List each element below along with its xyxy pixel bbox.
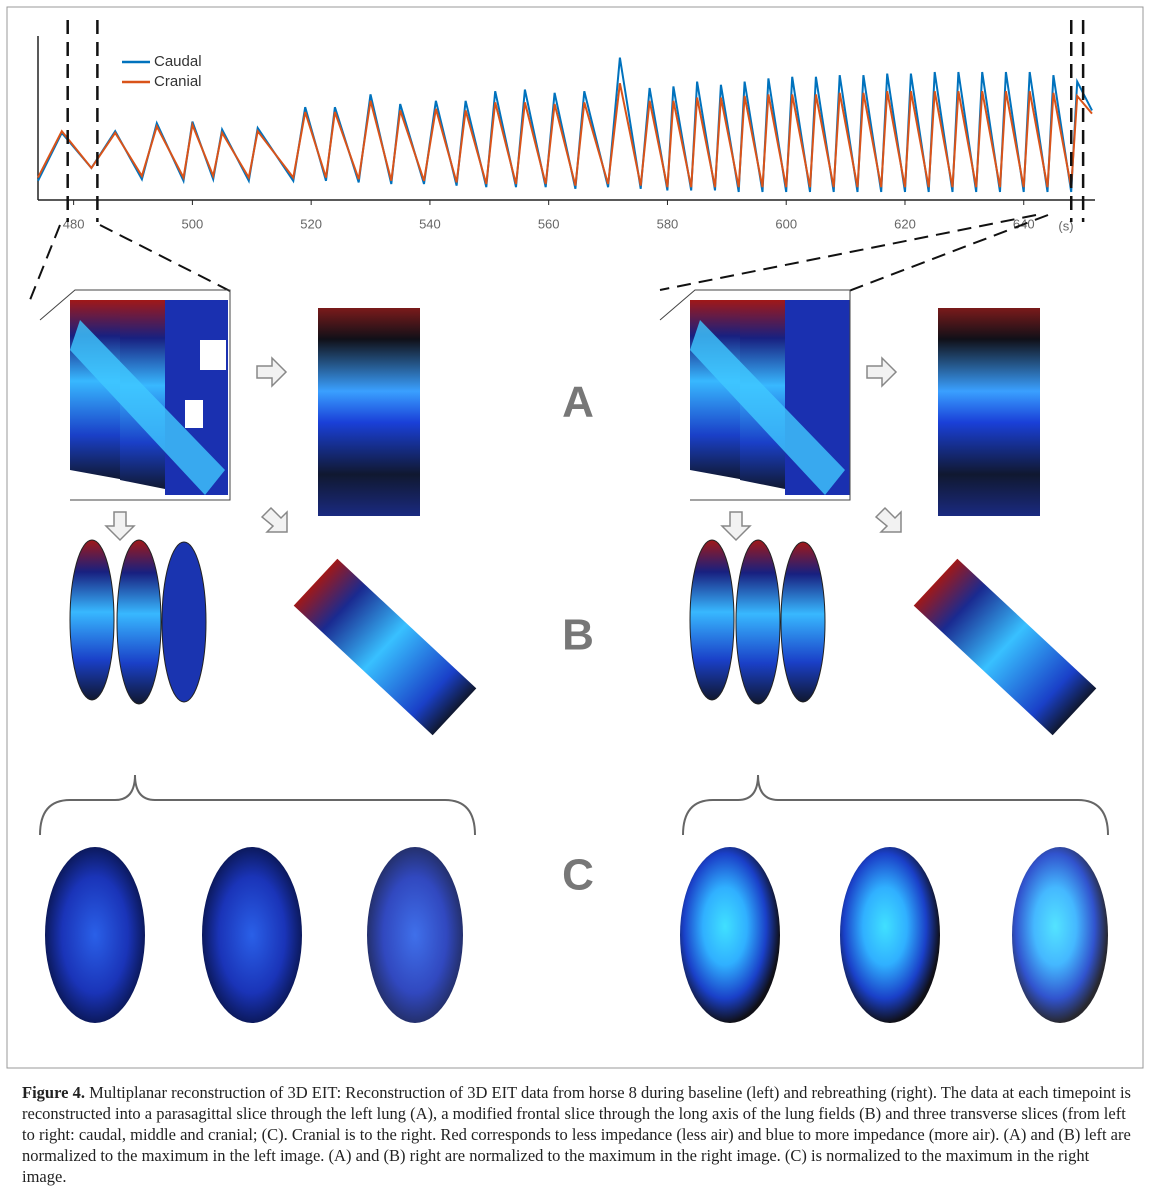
caption-text: Multiplanar reconstruction of 3D EIT: Re… xyxy=(22,1083,1131,1186)
x-tick-label: 580 xyxy=(657,216,679,231)
slice-c xyxy=(202,847,302,1023)
panel-label: C xyxy=(562,851,594,900)
slice-b-lobe xyxy=(690,540,734,700)
slice-stack xyxy=(40,290,230,500)
x-tick-label: 560 xyxy=(538,216,560,231)
slice-b-lobe xyxy=(70,540,114,700)
slice-b-frontal xyxy=(914,559,1097,735)
x-tick-label: 520 xyxy=(300,216,322,231)
left-set xyxy=(40,290,476,1023)
slice-b-lobe xyxy=(117,540,161,704)
x-tick-label: 620 xyxy=(894,216,916,231)
x-tick-label: 600 xyxy=(775,216,797,231)
reconstruction-images: A B C xyxy=(30,215,1108,1023)
slice-c xyxy=(45,847,145,1023)
slice-c xyxy=(367,847,463,1023)
x-tick-label: 500 xyxy=(182,216,204,231)
brace xyxy=(40,775,475,835)
series-line xyxy=(38,83,1092,187)
slice-b-frontal xyxy=(294,559,477,735)
caption: Figure 4. Multiplanar reconstruction of … xyxy=(22,1082,1137,1187)
slice-c xyxy=(840,847,940,1023)
legend-label: Cranial xyxy=(154,73,202,90)
slice-b-lobe xyxy=(781,542,825,702)
page: 480500520540560580600620640(s)CaudalCran… xyxy=(0,0,1153,1176)
slice-c xyxy=(1012,847,1108,1023)
slice-c xyxy=(680,847,780,1023)
slice-b-lobe xyxy=(162,542,206,702)
x-tick-label: 480 xyxy=(63,216,85,231)
slice-a xyxy=(938,308,1040,516)
brace xyxy=(683,775,1108,835)
slice-stack xyxy=(660,290,850,500)
slice-b-lobe xyxy=(736,540,780,704)
x-tick-label: 540 xyxy=(419,216,441,231)
slice-a xyxy=(318,308,420,516)
legend-label: Caudal xyxy=(154,53,202,70)
caption-label: Figure 4. xyxy=(22,1083,85,1102)
panel-label: B xyxy=(562,611,594,660)
panel-label: A xyxy=(562,378,594,427)
right-set xyxy=(660,290,1108,1023)
